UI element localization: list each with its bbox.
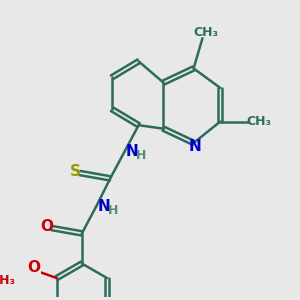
- Text: N: N: [126, 144, 139, 159]
- Text: N: N: [189, 139, 202, 154]
- Text: CH₃: CH₃: [0, 274, 15, 287]
- Text: N: N: [98, 199, 110, 214]
- Text: O: O: [27, 260, 40, 275]
- Text: O: O: [40, 219, 53, 234]
- Text: CH₃: CH₃: [246, 115, 271, 128]
- Text: H: H: [107, 204, 118, 217]
- Text: H: H: [136, 149, 146, 162]
- Text: S: S: [70, 164, 81, 179]
- Text: CH₃: CH₃: [194, 26, 218, 39]
